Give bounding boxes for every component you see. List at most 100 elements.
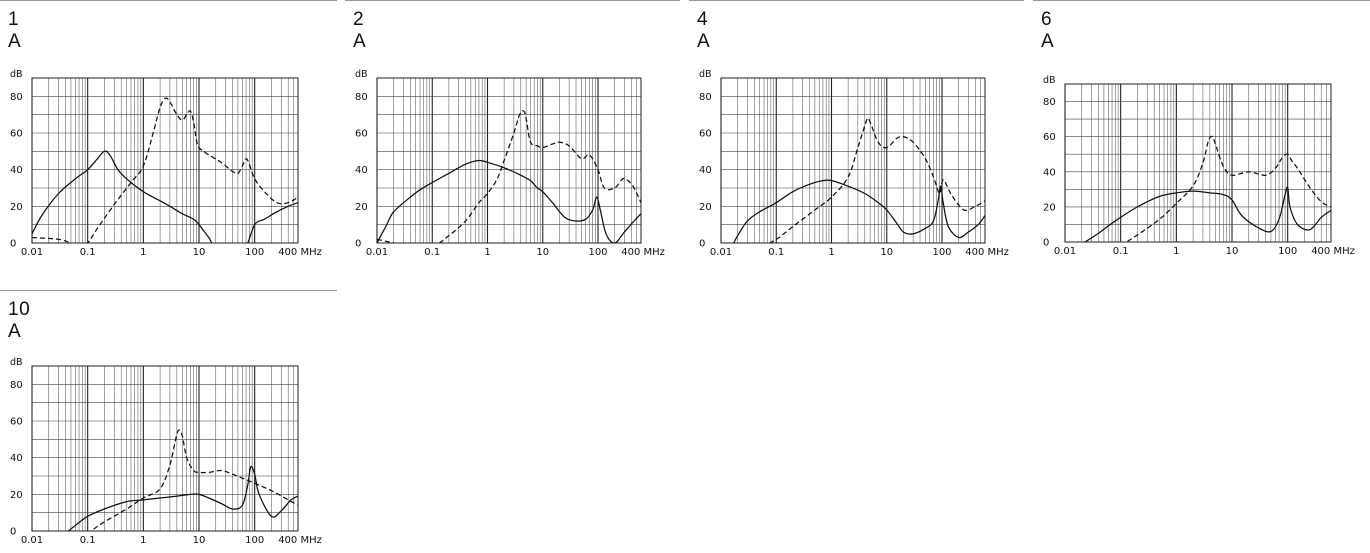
y-tick-label: 20: [10, 490, 23, 501]
x-tick-label: 0.1: [80, 535, 96, 546]
series-group: [67, 429, 298, 531]
x-tick-label: 1: [1173, 246, 1179, 257]
line-chart: dB 0 20 40 60 80 0.01 0.1 1 10 100 400 MHz: [355, 69, 665, 258]
y-tick-label: 0: [10, 239, 16, 250]
x-tick-label: 10: [1226, 246, 1239, 257]
y-axis-unit: dB: [10, 69, 23, 80]
y-tick-label: 60: [10, 129, 23, 140]
series-line-dashed: [377, 110, 641, 243]
x-tick-label: 1: [828, 247, 834, 258]
y-tick-label: 0: [10, 527, 16, 538]
x-tick-label: 10: [880, 247, 893, 258]
y-tick-label: 60: [355, 129, 368, 140]
x-tick-label: 10: [193, 247, 206, 258]
x-tick-label: 0.1: [80, 247, 96, 258]
x-tick-label: 100: [1278, 246, 1297, 257]
plot-frame: [376, 77, 642, 244]
grid: [31, 77, 299, 244]
panel-divider: [0, 0, 337, 1]
grid: [720, 77, 986, 244]
x-tick-label: 400 MHz: [965, 247, 1009, 258]
series-group: [32, 97, 298, 243]
line-chart: dB 0 20 40 60 80 0.01 0.1 1 10 100 400 MHz: [1043, 75, 1355, 257]
series-line-dashed: [1125, 135, 1331, 242]
x-tick-label: 10: [536, 247, 549, 258]
x-tick-label: 400 MHz: [278, 247, 322, 258]
chart-title: 1 A: [8, 9, 22, 52]
panel-divider: [345, 0, 680, 1]
series-line-solid: [732, 179, 985, 243]
x-tick-label: 0.01: [710, 247, 732, 258]
panel-divider: [1033, 0, 1370, 1]
plot-frame: [31, 77, 299, 244]
x-tick-label: 400 MHz: [621, 247, 665, 258]
y-tick-label: 80: [355, 92, 368, 103]
y-tick-label: 40: [10, 453, 23, 464]
y-tick-label: 80: [10, 92, 23, 103]
x-tick-label: 100: [588, 247, 607, 258]
series-line-dashed: [32, 97, 298, 243]
y-tick-label: 20: [1043, 202, 1056, 213]
plot-frame: [1064, 83, 1332, 243]
y-tick-label: 80: [1043, 97, 1056, 108]
plot-frame: [31, 365, 299, 532]
x-tick-label: 0.01: [21, 247, 43, 258]
x-tick-label: 1: [140, 247, 146, 258]
y-tick-label: 60: [1043, 132, 1056, 143]
grid: [376, 77, 642, 244]
line-chart: dB 0 20 40 60 80 0.01 0.1 1 10 100 400 MHz: [699, 69, 1009, 258]
y-tick-label: 0: [699, 239, 705, 250]
plot-frame: [720, 77, 986, 244]
x-tick-label: 0.1: [1113, 246, 1129, 257]
y-tick-label: 80: [10, 380, 23, 391]
chart-title: 4 A: [697, 9, 711, 52]
x-tick-label: 0.01: [21, 535, 43, 546]
y-tick-label: 0: [355, 239, 361, 250]
series-line-solid: [32, 150, 298, 243]
x-tick-label: 100: [245, 247, 264, 258]
line-chart: dB 0 20 40 60 80 0.01 0.1 1 10 100 400 MHz: [10, 357, 322, 546]
x-tick-label: 1: [484, 247, 490, 258]
series-line-dashed: [768, 117, 985, 243]
y-tick-label: 60: [10, 417, 23, 428]
panel-divider: [689, 0, 1024, 1]
y-tick-label: 40: [699, 165, 712, 176]
line-chart: dB 0 20 40 60 80 0.01 0.1 1 10 100 400 MHz: [10, 69, 322, 258]
y-axis-unit: dB: [699, 69, 712, 80]
panel-divider: [0, 290, 337, 291]
x-tick-label: 100: [932, 247, 951, 258]
grid: [31, 365, 299, 532]
y-tick-label: 20: [699, 202, 712, 213]
y-tick-label: 60: [699, 129, 712, 140]
x-tick-label: 0.01: [366, 247, 388, 258]
series-line-solid: [67, 465, 298, 531]
y-tick-label: 20: [10, 202, 23, 213]
y-tick-label: 20: [355, 202, 368, 213]
y-tick-label: 0: [1043, 238, 1049, 249]
x-tick-label: 400 MHz: [1311, 246, 1355, 257]
y-tick-label: 80: [699, 92, 712, 103]
x-tick-label: 400 MHz: [278, 535, 322, 546]
x-tick-label: 10: [193, 535, 206, 546]
chart-title: 6 A: [1041, 9, 1055, 52]
y-tick-label: 40: [10, 165, 23, 176]
y-tick-label: 40: [1043, 167, 1056, 178]
chart-title: 2 A: [353, 9, 367, 52]
y-axis-unit: dB: [10, 357, 23, 368]
x-tick-label: 100: [245, 535, 264, 546]
x-tick-label: 0.1: [424, 247, 440, 258]
x-tick-label: 1: [140, 535, 146, 546]
y-axis-unit: dB: [1043, 75, 1056, 86]
series-group: [732, 117, 985, 243]
series-line-solid: [377, 159, 641, 243]
grid: [1064, 83, 1332, 243]
chart-title: 10 A: [8, 299, 31, 342]
series-group: [1083, 135, 1331, 242]
y-axis-unit: dB: [355, 69, 368, 80]
series-group: [377, 110, 641, 243]
series-line-dashed: [89, 429, 298, 531]
y-tick-label: 40: [355, 165, 368, 176]
x-tick-label: 0.1: [768, 247, 784, 258]
x-tick-label: 0.01: [1054, 246, 1076, 257]
series-line-solid: [1083, 186, 1331, 242]
